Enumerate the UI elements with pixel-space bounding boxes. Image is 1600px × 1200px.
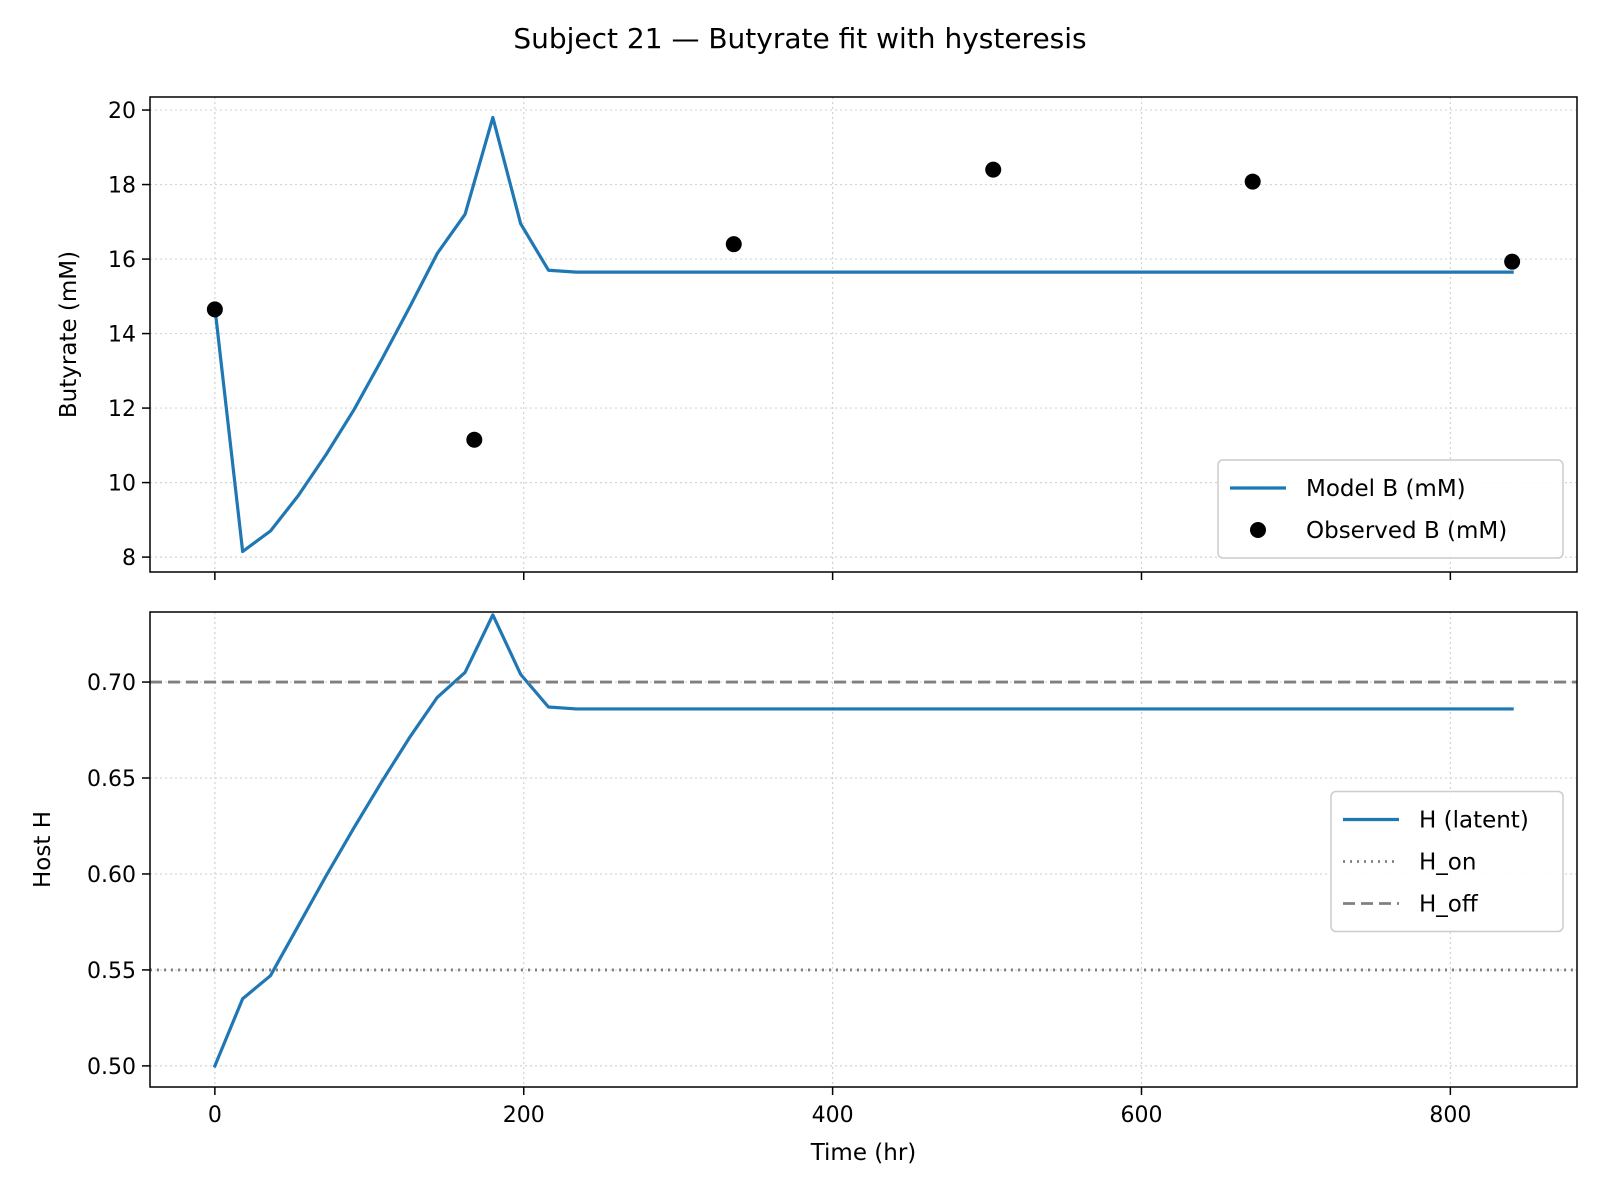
data-point-observed-b-mm <box>985 161 1002 178</box>
y-tick-label: 10 <box>108 472 136 497</box>
y-tick-label: 14 <box>108 323 136 348</box>
axes-frame <box>149 96 1578 573</box>
legend: Model B (mM) Observed B (mM) <box>1217 459 1564 559</box>
plot-area <box>150 613 1577 1068</box>
axes-frame <box>149 611 1578 1088</box>
x-tick-label: 400 <box>812 1103 854 1128</box>
chart-title: Subject 21 — Butyrate fit with hysteresi… <box>513 22 1086 55</box>
y-tick-label: 0.50 <box>87 1055 136 1080</box>
legend-box <box>1217 459 1564 559</box>
y-tick-label: 18 <box>108 174 136 199</box>
legend-swatch-observed-b-mm <box>1250 522 1266 538</box>
x-tick-label: 200 <box>503 1103 545 1128</box>
x-tick-label: 600 <box>1120 1103 1162 1128</box>
plot-area <box>206 115 1521 554</box>
data-point-observed-b-mm <box>1504 253 1521 270</box>
legend-label-model-b-mm: Model B (mM) <box>1306 476 1466 502</box>
y-tick-label: 12 <box>108 397 136 422</box>
y-tick-label: 0.70 <box>87 671 136 696</box>
y-tick-label: 0.60 <box>87 863 136 888</box>
y-tick-label: 0.55 <box>87 959 136 984</box>
legend-box <box>1330 790 1564 933</box>
series-line-h-latent <box>212 613 1514 1068</box>
y-axis-label: Butyrate (mM) <box>56 251 82 418</box>
x-axis-label: Time (hr) <box>810 1140 917 1166</box>
data-point-observed-b-mm <box>206 301 223 318</box>
data-point-observed-b-mm <box>1244 173 1261 190</box>
y-tick-label: 8 <box>122 546 136 571</box>
x-tick-label: 800 <box>1429 1103 1471 1128</box>
butyrate-panel: 8 10 12 14 16 18 20 Butyrate (mM) Model B (mM) Ob… <box>56 96 1578 580</box>
x-tick-label: 0 <box>208 1103 222 1128</box>
y-tick-label: 0.65 <box>87 767 136 792</box>
y-tick-label: 20 <box>108 99 136 124</box>
y-tick-label: 16 <box>108 248 136 273</box>
legend-label-h-on: H_on <box>1419 850 1476 876</box>
y-axis-label: Host H <box>30 811 56 888</box>
series-line-model-b-mm <box>213 115 1514 554</box>
data-point-observed-b-mm <box>725 236 742 253</box>
legend: H (latent) H_on H_off <box>1330 790 1564 933</box>
legend-label-h-off: H_off <box>1419 892 1479 918</box>
legend-label-h-latent: H (latent) <box>1419 808 1529 834</box>
legend-label-observed-b-mm: Observed B (mM) <box>1306 518 1507 544</box>
host-h-panel: 0 200 400 600 800 0.50 0.55 0.60 0.65 0.70 Host H T… <box>30 611 1578 1166</box>
data-point-observed-b-mm <box>466 431 483 448</box>
